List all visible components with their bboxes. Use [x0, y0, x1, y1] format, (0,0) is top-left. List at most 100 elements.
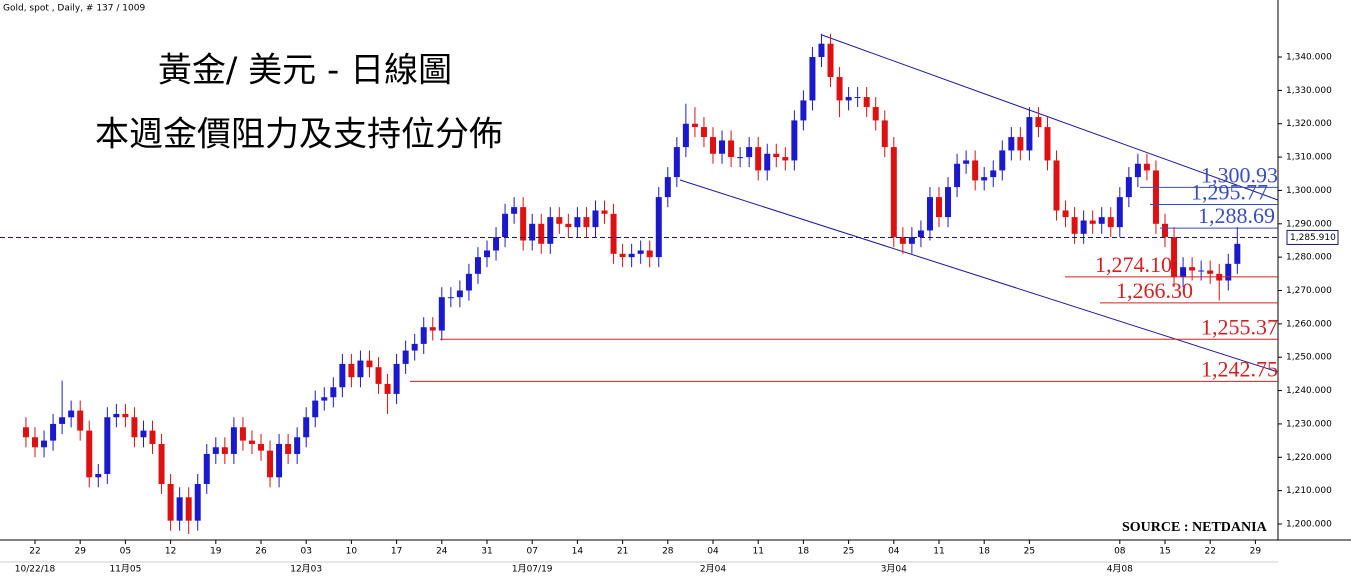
candle-body	[583, 217, 590, 228]
candle-body	[22, 427, 29, 438]
candle-body	[393, 363, 400, 394]
candle-body	[655, 197, 662, 258]
candle-body	[1053, 160, 1060, 211]
candle-body	[1026, 117, 1033, 151]
y-tick-label: 1,230.000	[1286, 419, 1332, 429]
candle-body	[294, 437, 301, 454]
candle-body	[1008, 137, 1015, 151]
candle-body	[1234, 243, 1241, 264]
level-label: 1,295.77	[1191, 180, 1268, 205]
candle-body	[86, 430, 93, 478]
candle-body	[899, 237, 906, 244]
marks	[22, 33, 1241, 534]
period-label: 1月07/19	[512, 564, 553, 575]
candle-body	[1207, 270, 1214, 274]
candle-body	[936, 197, 942, 218]
x-tick-label: 14	[572, 547, 584, 557]
source: SOURCE : NETDANIA	[1122, 520, 1268, 535]
x-tick-label: 17	[391, 547, 402, 557]
candle-body	[167, 483, 174, 521]
level-label: 1,288.69	[1198, 203, 1275, 228]
x-tick-label: 08	[1114, 547, 1126, 557]
candle-body	[1189, 267, 1196, 271]
candle-body	[1180, 267, 1187, 278]
candle-body	[321, 397, 328, 401]
x-tick-label: 18	[798, 547, 810, 557]
candle-body	[1171, 237, 1178, 278]
x-tick-label: 04	[888, 547, 900, 557]
candle-body	[1116, 197, 1123, 228]
candle-body	[1089, 220, 1096, 224]
x-tick-label: 10	[346, 547, 358, 557]
candle-body	[673, 147, 680, 178]
candle-body	[547, 217, 554, 244]
y-tick-label: 1,290.000	[1286, 219, 1332, 229]
candle-body	[1035, 117, 1042, 128]
candle-body	[827, 43, 834, 78]
candle-body	[619, 253, 626, 258]
period-label: 12月03	[290, 564, 322, 575]
candle-body	[429, 327, 436, 331]
candle-body	[502, 213, 509, 238]
candle-body	[664, 177, 671, 198]
period-label: 2月04	[700, 564, 726, 575]
x-tick-label: 22	[1204, 547, 1215, 557]
candle-body	[1125, 177, 1132, 198]
candle-body	[131, 417, 138, 438]
candle-body	[95, 473, 102, 478]
candle-body	[50, 423, 57, 441]
y-tick-label: 1,210.000	[1286, 486, 1332, 496]
x-tick-label: 11	[933, 547, 944, 557]
last-price-label: 1,285.910	[1290, 233, 1336, 243]
candle-body	[854, 97, 861, 99]
candle-body	[1062, 210, 1069, 218]
candle-body	[764, 153, 771, 171]
candle-body	[700, 127, 707, 138]
x-tick-label: 29	[74, 547, 86, 557]
chart-title: 黃金/ 美元 - 日線圖	[158, 51, 452, 91]
candle-body	[917, 230, 924, 238]
candle-body	[990, 170, 997, 178]
candle-body	[176, 497, 183, 521]
candle-body	[276, 443, 283, 478]
candle-body	[691, 123, 698, 128]
period-label: 4月08	[1107, 564, 1133, 575]
period-label: 10/22/18	[15, 565, 56, 575]
y-tick-label: 1,340.000	[1286, 53, 1332, 63]
candle-body	[447, 297, 454, 299]
x-tick-label: 07	[526, 547, 537, 557]
x-tick-label: 19	[210, 547, 222, 557]
candle-body	[239, 427, 246, 441]
x-tick-label: 21	[617, 547, 628, 557]
candle-body	[845, 97, 852, 101]
candle-body	[1162, 223, 1168, 238]
y-tick-label: 1,200.000	[1286, 519, 1332, 529]
y-tick-label: 1,260.000	[1286, 319, 1332, 329]
candle-body	[384, 383, 391, 394]
candle-body	[592, 210, 599, 228]
candle-body	[710, 137, 716, 154]
candle-body	[212, 447, 219, 454]
candle-body	[646, 250, 653, 258]
period-label: 11月05	[109, 564, 141, 575]
candle-body	[68, 410, 75, 418]
candle-body	[511, 207, 518, 214]
candle-body	[194, 483, 201, 521]
candle-body	[945, 187, 952, 218]
candle-body	[1107, 217, 1114, 228]
candle-body	[963, 160, 970, 164]
x-tick-label: 03	[300, 547, 311, 557]
candle-body	[104, 417, 111, 474]
x-tick-label: 11	[752, 547, 763, 557]
candle-body	[357, 360, 364, 378]
y-tick-label: 1,300.000	[1286, 186, 1332, 196]
y-tick-label: 1,280.000	[1286, 253, 1332, 263]
candle-body	[836, 77, 843, 101]
candle-body	[1098, 217, 1105, 224]
candle-body	[1198, 270, 1205, 272]
x-tick-label: 24	[436, 547, 448, 557]
candle-body	[782, 157, 789, 161]
candle-body	[285, 443, 292, 454]
candle-body	[1017, 137, 1024, 151]
